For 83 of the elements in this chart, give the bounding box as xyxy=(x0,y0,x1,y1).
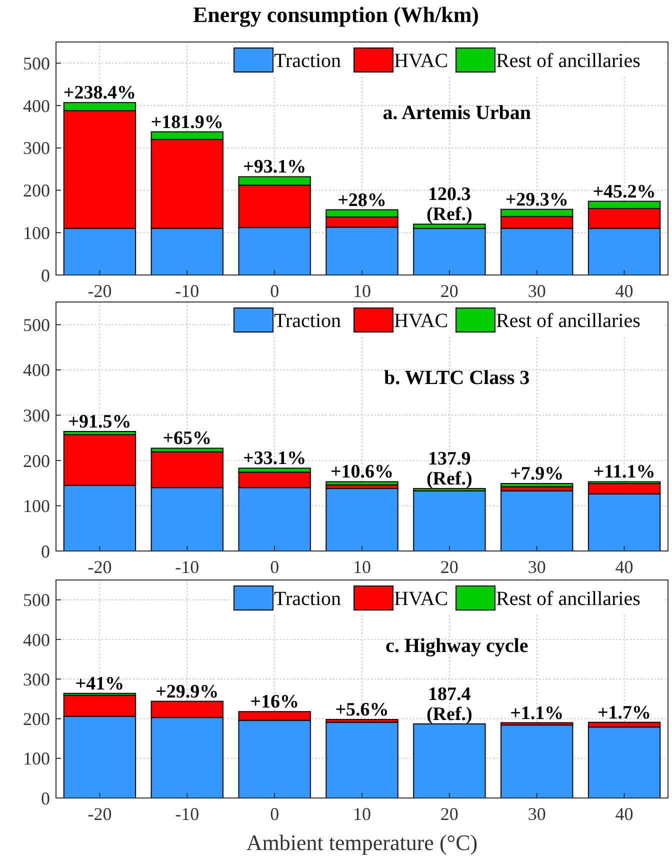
y-tick-label: 400 xyxy=(23,630,50,650)
x-tick-label: -20 xyxy=(88,557,112,577)
y-tick-label: 300 xyxy=(23,405,50,426)
y-tick-label: 100 xyxy=(23,496,50,516)
bar xyxy=(326,722,398,798)
bar xyxy=(413,490,486,552)
chart-title: Energy consumption (Wh/km) xyxy=(192,2,480,27)
annotation: +45.2% xyxy=(592,181,656,202)
x-tick-label: -10 xyxy=(175,281,200,301)
legend-label: Rest of ancillaries xyxy=(496,50,641,72)
bar xyxy=(326,481,398,486)
annotation: +181.9% xyxy=(150,112,224,133)
bar xyxy=(500,483,574,488)
annotation: +29.9% xyxy=(156,681,219,702)
annotation: +11.1% xyxy=(593,462,656,483)
x-tick-label: 40 xyxy=(615,281,634,301)
x-tick-label: 0 xyxy=(270,557,280,577)
annotation: +93.1% xyxy=(243,156,306,178)
legend-label: Rest of ancillaries xyxy=(496,588,641,610)
y-tick-label: 400 xyxy=(23,96,50,116)
x-tick-label: 10 xyxy=(353,281,371,301)
y-tick-label: 0 xyxy=(41,788,50,808)
x-tick-label: 30 xyxy=(528,557,546,577)
y-tick-label: 200 xyxy=(23,180,50,201)
x-tick-label: 40 xyxy=(615,804,634,824)
legend-label: Traction xyxy=(274,50,342,72)
y-tick-label: 500 xyxy=(23,590,50,610)
y-tick-label: 200 xyxy=(23,450,50,471)
bar xyxy=(413,723,486,798)
y-tick-label: 0 xyxy=(41,265,50,286)
x-tick-label: -20 xyxy=(88,804,112,824)
legend-label: HVAC xyxy=(394,588,448,610)
annotation: b. WLTC Class 3 xyxy=(384,367,530,390)
x-tick-label: 20 xyxy=(440,281,458,301)
annotation: c. Highway cycle xyxy=(385,634,528,657)
x-tick-label: 0 xyxy=(270,804,280,824)
legend-label: Traction xyxy=(274,310,342,332)
annotation: +28% xyxy=(338,190,386,211)
x-tick-label: 30 xyxy=(528,804,546,824)
legend-label: Traction xyxy=(274,588,342,610)
annotation: +29.3% xyxy=(505,189,568,210)
annotation: +7.9% xyxy=(510,464,564,485)
annotation: +33.1% xyxy=(243,448,306,470)
x-tick-label: 30 xyxy=(528,281,546,301)
y-tick-label: 200 xyxy=(23,709,50,730)
x-tick-label: 10 xyxy=(353,804,371,824)
annotation: +238.4% xyxy=(63,82,136,104)
x-tick-label: 20 xyxy=(440,804,458,824)
y-tick-label: 300 xyxy=(23,138,50,158)
annotation: 137.9 (Ref.) xyxy=(426,448,472,490)
annotation: +65% xyxy=(162,428,212,450)
annotation: 187.4 (Ref.) xyxy=(426,684,472,725)
bar xyxy=(500,724,574,798)
legend-label: HVAC xyxy=(394,50,448,72)
annotation: +5.6% xyxy=(335,700,389,721)
x-tick-label: -10 xyxy=(175,804,200,824)
x-tick-label: -10 xyxy=(175,557,200,577)
annotation: 120.3 (Ref.) xyxy=(426,184,472,226)
legend-label: HVAC xyxy=(394,310,448,332)
y-tick-label: 100 xyxy=(23,748,50,769)
x-tick-label: 40 xyxy=(615,557,634,577)
annotation: +16% xyxy=(250,692,299,713)
annotation: +91.5% xyxy=(68,411,132,432)
annotation: +10.6% xyxy=(330,462,394,483)
y-tick-label: 500 xyxy=(23,314,50,335)
x-tick-label: 0 xyxy=(270,281,280,301)
legend-label: Rest of ancillaries xyxy=(496,310,641,332)
y-tick-label: 0 xyxy=(41,541,50,562)
bar xyxy=(413,228,486,276)
y-tick-label: 500 xyxy=(23,53,50,74)
annotation: a. Artemis Urban xyxy=(382,102,532,124)
y-tick-label: 400 xyxy=(23,360,50,380)
annotation: +41% xyxy=(75,673,124,694)
x-tick-label: -20 xyxy=(88,281,112,301)
x-tick-label: 20 xyxy=(440,557,458,577)
x-tick-label: 10 xyxy=(353,557,371,577)
annotation: +1.1% xyxy=(510,703,564,724)
bar xyxy=(326,488,398,552)
y-tick-label: 100 xyxy=(23,222,50,243)
y-tick-label: 300 xyxy=(23,669,50,690)
bar xyxy=(500,490,574,552)
x-axis-title: Ambient temperature (°C) xyxy=(246,830,478,855)
annotation: +1.7% xyxy=(597,702,652,724)
